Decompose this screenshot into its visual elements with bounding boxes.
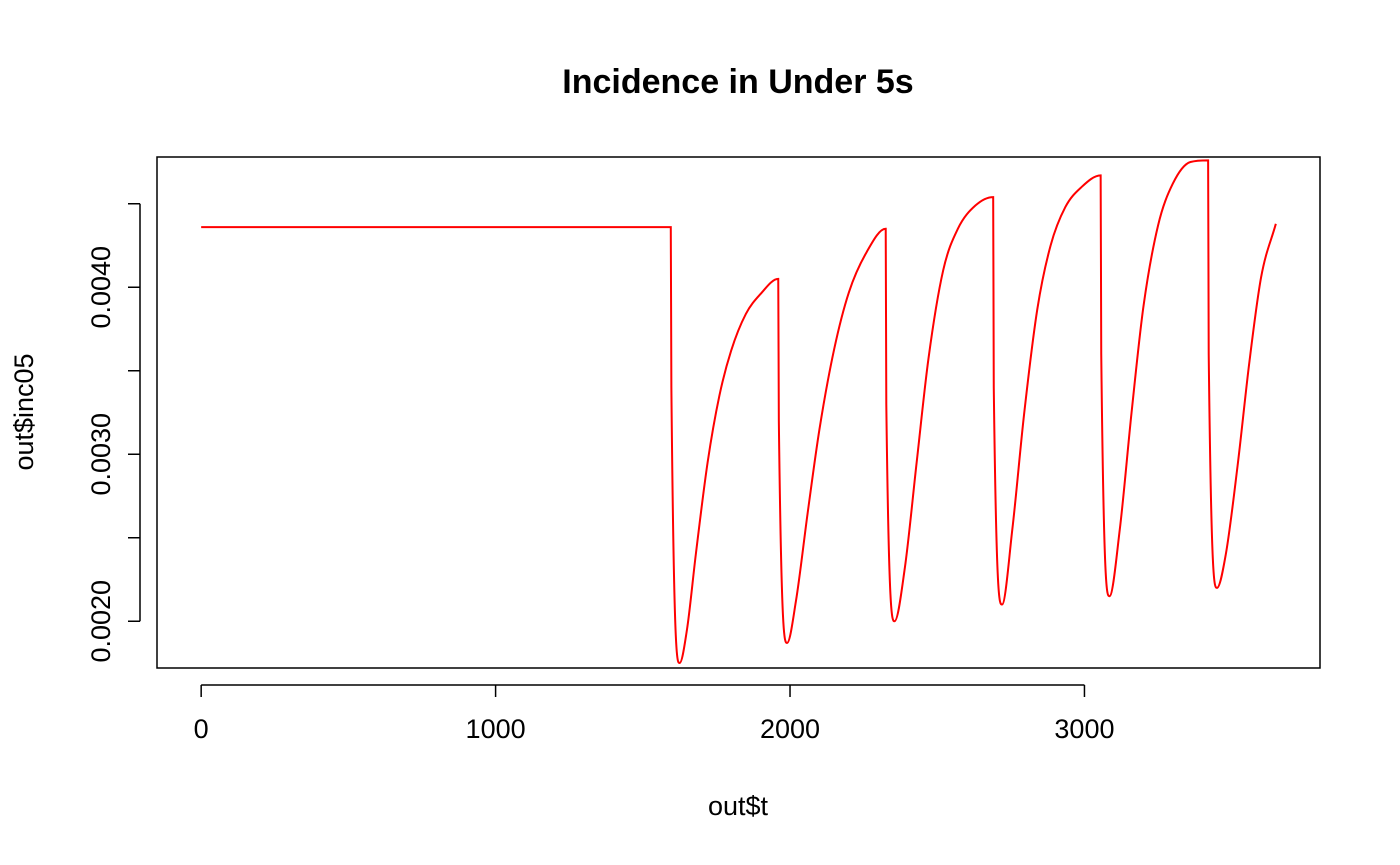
series-layer	[201, 159, 1277, 664]
x-tick-label: 0	[194, 714, 209, 744]
y-tick-label: 0.0030	[86, 413, 116, 496]
x-tick-label: 2000	[760, 714, 820, 744]
y-tick-label: 0.0040	[86, 246, 116, 329]
series-line	[201, 159, 1277, 664]
y-tick-label: 0.0020	[86, 580, 116, 663]
x-axis: 0 1000 2000 3000	[194, 684, 1114, 744]
chart-title: Incidence in Under 5s	[562, 63, 913, 101]
y-axis: 0.0020 0.0030 0.0040	[86, 203, 141, 663]
x-tick-label: 3000	[1054, 714, 1114, 744]
x-axis-label: out$t	[708, 791, 769, 821]
plot-frame	[156, 156, 1321, 669]
y-axis-label: out$inc05	[9, 353, 39, 470]
x-tick-label: 1000	[466, 714, 526, 744]
